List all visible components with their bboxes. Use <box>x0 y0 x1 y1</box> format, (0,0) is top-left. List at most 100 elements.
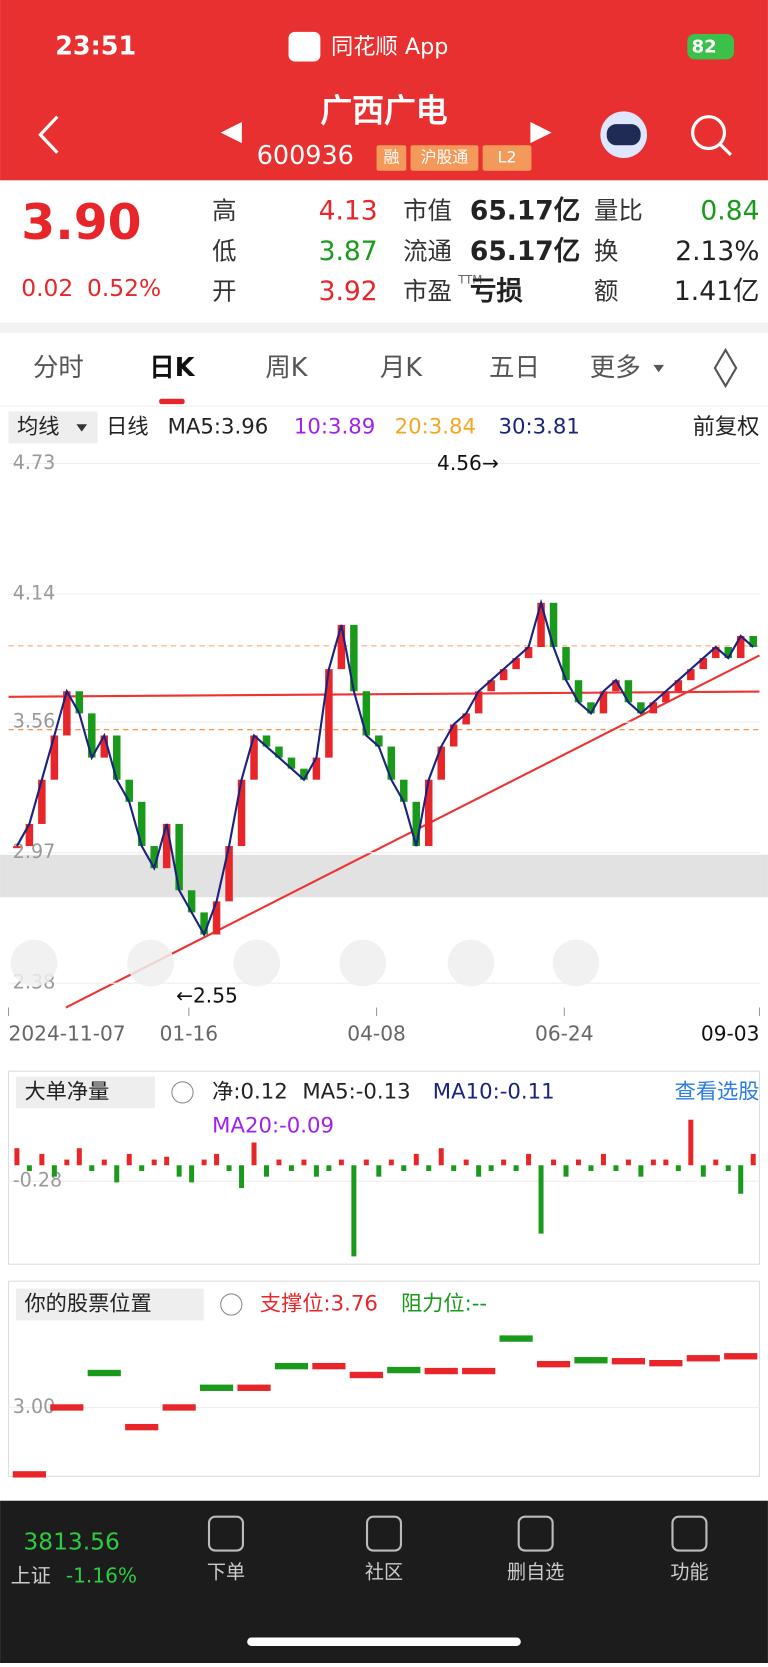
flow-bar <box>239 1165 245 1189</box>
x-label: 06-24 <box>535 1022 594 1046</box>
bottom-tab[interactable]: 社区 <box>365 1560 403 1583</box>
position-segment <box>536 1360 571 1368</box>
flow-bar <box>638 1165 644 1177</box>
bottom-tab[interactable]: 删自选 <box>507 1560 564 1583</box>
candle <box>674 680 683 692</box>
tab-icon[interactable] <box>365 1515 403 1552</box>
position-segment <box>237 1384 271 1391</box>
candle <box>499 669 508 681</box>
candle <box>736 635 745 659</box>
field-value: 2.13% <box>675 236 759 267</box>
settings-icon[interactable] <box>713 347 738 389</box>
position-segment <box>574 1357 608 1364</box>
field-value: 亏损 <box>470 276 524 307</box>
more-caret <box>653 364 664 373</box>
zone-band <box>0 854 768 898</box>
candle <box>400 779 408 802</box>
flow-bar <box>663 1159 669 1166</box>
candle <box>587 702 595 714</box>
position-segment <box>312 1362 346 1370</box>
status-time: 23:51 <box>55 32 136 62</box>
chart-control[interactable] <box>10 939 58 987</box>
candle <box>25 823 34 847</box>
position-segment <box>274 1362 309 1370</box>
candle <box>75 691 84 714</box>
level-line <box>8 690 760 698</box>
flow-bar <box>114 1165 120 1183</box>
next-stock[interactable] <box>530 121 552 144</box>
indicator-name: 你的股票位置 <box>24 1292 151 1317</box>
candle <box>13 846 21 849</box>
select-link[interactable]: 查看选股 <box>675 1079 760 1104</box>
field-value: 0.84 <box>700 196 759 227</box>
high-label: 4.56→ <box>437 451 499 475</box>
price-change-pct: 0.52% <box>87 274 161 302</box>
flow-bar <box>501 1159 507 1166</box>
indicator-box[interactable] <box>15 1076 155 1109</box>
help-icon[interactable] <box>220 1293 243 1316</box>
tag-bg <box>482 145 532 171</box>
field-sup: TTM <box>457 272 482 286</box>
tab[interactable]: 周K <box>265 353 308 383</box>
bottom-tab[interactable]: 下单 <box>207 1560 245 1583</box>
field-label: 低 <box>212 236 236 265</box>
flow-bar <box>151 1159 157 1166</box>
indicator-box[interactable] <box>15 1288 204 1321</box>
flow-bar <box>51 1165 57 1177</box>
tag-bg <box>376 145 407 171</box>
chart-control[interactable] <box>447 939 495 987</box>
help-icon[interactable] <box>171 1081 194 1104</box>
stock-title: 广西广电 <box>320 91 447 129</box>
candle <box>612 680 620 692</box>
candle <box>649 702 658 714</box>
candle <box>562 647 570 681</box>
tab-icon[interactable] <box>517 1515 554 1552</box>
flow-bar <box>14 1148 20 1166</box>
prev-stock[interactable] <box>220 121 242 144</box>
tab[interactable]: 五日 <box>489 353 540 383</box>
chart-control[interactable] <box>127 939 175 987</box>
y-tick-label: 3.00 <box>13 1395 55 1418</box>
field-label: 流通 <box>403 236 452 265</box>
index-change: -1.16% <box>66 1564 137 1588</box>
candle <box>699 658 708 670</box>
candle <box>624 680 633 703</box>
tab[interactable]: 月K <box>380 353 423 383</box>
tab-icon[interactable] <box>671 1515 708 1552</box>
field-label: 量比 <box>594 196 643 225</box>
flow-bar <box>313 1165 319 1177</box>
candle <box>88 713 96 758</box>
period: 日线 <box>106 414 148 439</box>
candle <box>749 635 757 648</box>
field-value: 65.17亿 <box>470 236 580 267</box>
chart-control[interactable] <box>552 939 600 987</box>
tab-icon[interactable] <box>207 1515 245 1552</box>
candle <box>212 901 221 935</box>
flow-panel <box>8 1070 760 1265</box>
flow-bar <box>563 1165 569 1177</box>
field-value: 3.87 <box>319 236 378 267</box>
field-label: 高 <box>212 196 236 225</box>
flow-bar <box>39 1153 45 1166</box>
candle <box>38 779 46 824</box>
flow-bar <box>176 1165 182 1177</box>
search-icon[interactable] <box>691 115 727 151</box>
flow-bar <box>625 1159 631 1166</box>
robot-face <box>606 124 641 146</box>
candle <box>150 846 158 869</box>
app-icon <box>288 31 321 62</box>
flow-bar <box>551 1159 557 1166</box>
tab[interactable]: 分时 <box>33 353 84 383</box>
candle <box>125 779 133 802</box>
chart-control[interactable] <box>339 939 387 987</box>
flow-bar <box>675 1165 681 1171</box>
flow-bar <box>388 1159 394 1166</box>
flow-bar <box>713 1159 719 1166</box>
indicator-name: 均线 <box>17 414 59 439</box>
bottom-tab[interactable]: 功能 <box>670 1560 708 1583</box>
tab[interactable]: 更多 <box>590 353 641 383</box>
back-button[interactable] <box>38 115 59 154</box>
flow-bar <box>89 1165 95 1171</box>
tab[interactable]: 日K <box>149 353 195 383</box>
chart-control[interactable] <box>233 939 281 987</box>
